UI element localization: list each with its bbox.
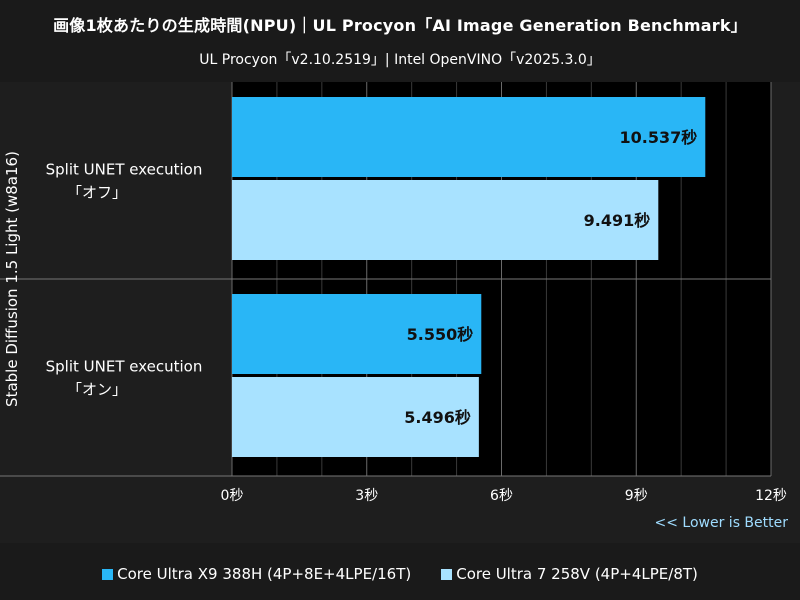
x-tick-label: 12秒 bbox=[755, 488, 787, 504]
bar bbox=[232, 377, 479, 457]
legend-item-series-2: Core Ultra 7 258V (4P+4LPE/8T) bbox=[441, 565, 698, 583]
chart-subtitle: UL Procyon「v2.10.2519」| Intel OpenVINO「v… bbox=[199, 52, 601, 68]
category-label: Split UNET execution bbox=[46, 358, 203, 376]
bar bbox=[232, 97, 706, 177]
legend-item-series-1: Core Ultra X9 388H (4P+8E+4LPE/16T) bbox=[102, 565, 411, 583]
category-label: Split UNET execution bbox=[46, 161, 203, 179]
legend-label-series-1: Core Ultra X9 388H (4P+8E+4LPE/16T) bbox=[117, 565, 412, 583]
category-label-sub: 「オン」 bbox=[67, 381, 127, 399]
x-tick-label: 6秒 bbox=[490, 488, 513, 504]
y-axis-title: Stable Diffusion 1.5 Light (w8a16) bbox=[3, 151, 21, 407]
legend-swatch-series-1 bbox=[102, 568, 114, 580]
category-label-sub: 「オフ」 bbox=[67, 184, 127, 202]
chart-title: 画像1枚あたりの生成時間(NPU)｜UL Procyon「AI Image Ge… bbox=[53, 16, 747, 35]
lower-is-better-note: << Lower is Better bbox=[654, 515, 789, 531]
bar bbox=[232, 180, 659, 260]
bar-value-label: 9.491秒 bbox=[584, 211, 651, 230]
bar-value-label: 10.537秒 bbox=[620, 128, 698, 147]
bar-value-label: 5.496秒 bbox=[404, 408, 471, 427]
legend-label-series-2: Core Ultra 7 258V (4P+4LPE/8T) bbox=[456, 565, 698, 583]
legend: Core Ultra X9 388H (4P+8E+4LPE/16T) Core… bbox=[0, 560, 800, 588]
x-tick-label: 0秒 bbox=[221, 488, 244, 504]
x-tick-label: 3秒 bbox=[355, 488, 378, 504]
legend-swatch-series-2 bbox=[441, 568, 453, 580]
bar bbox=[232, 294, 482, 374]
bar-value-label: 5.550秒 bbox=[407, 325, 474, 344]
x-tick-label: 9秒 bbox=[625, 488, 648, 504]
